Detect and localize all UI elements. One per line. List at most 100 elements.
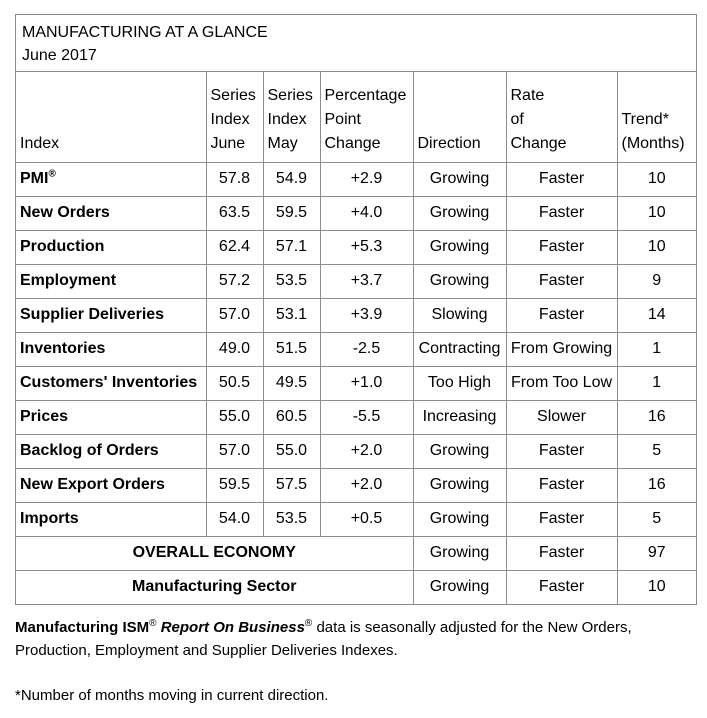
rate-cell: Faster xyxy=(505,467,618,503)
may-cell: 59.5 xyxy=(262,195,321,231)
index-cell: Imports xyxy=(16,501,207,537)
table-row: Customers' Inventories 50.5 49.5 +1.0 Too Hi… xyxy=(16,365,696,401)
trend-cell: 10 xyxy=(616,195,696,231)
change-cell: +2.0 xyxy=(319,467,414,503)
june-cell: 50.5 xyxy=(205,365,264,401)
may-cell: 53.5 xyxy=(262,501,321,537)
rate-cell: Faster xyxy=(505,229,618,265)
rate-cell: Faster xyxy=(505,433,618,469)
table-title: MANUFACTURING AT A GLANCE xyxy=(22,24,268,41)
trend-footnote: *Number of months moving in current dire… xyxy=(15,687,329,704)
summary-label-cell: Manufacturing Sector xyxy=(16,569,414,604)
table-row: Backlog of Orders 57.0 55.0 +2.0 Growing Fast… xyxy=(16,433,696,469)
table-row: New Export Orders 59.5 57.5 +2.0 Growing Fast… xyxy=(16,467,696,503)
table-row: Supplier Deliveries 57.0 53.1 +3.9 Slowing Fa… xyxy=(16,297,696,333)
trend-cell: 10 xyxy=(616,569,696,604)
rate-cell: Faster xyxy=(505,263,618,299)
june-cell: 57.2 xyxy=(205,263,264,299)
june-cell: 63.5 xyxy=(205,195,264,231)
index-cell: New Orders xyxy=(16,195,207,231)
glance-table-frame: MANUFACTURING AT A GLANCE June 2017 Inde… xyxy=(15,14,697,605)
change-cell: +3.7 xyxy=(319,263,414,299)
trend-cell: 16 xyxy=(616,399,696,435)
table-row: New Orders 63.5 59.5 +4.0 Growing Faster 10 xyxy=(16,195,696,231)
header-may: Series Index May xyxy=(262,72,321,163)
rate-cell: Slower xyxy=(505,399,618,435)
trend-cell: 10 xyxy=(616,162,696,197)
may-cell: 57.5 xyxy=(262,467,321,503)
index-cell: Prices xyxy=(16,399,207,435)
change-cell: +1.0 xyxy=(319,365,414,401)
may-cell: 53.1 xyxy=(262,297,321,333)
header-trend: Trend* (Months) xyxy=(616,72,696,163)
trend-cell: 97 xyxy=(616,535,696,571)
index-cell: Backlog of Orders xyxy=(16,433,207,469)
table-row: Employment 57.2 53.5 +3.7 Growing Faster 9 xyxy=(16,263,696,299)
may-cell: 49.5 xyxy=(262,365,321,401)
table-row: PMI® 57.8 54.9 +2.9 Growing Faster 10 xyxy=(16,162,696,197)
june-cell: 57.0 xyxy=(205,297,264,333)
direction-cell: Contracting xyxy=(412,331,507,367)
header-june: Series Index June xyxy=(205,72,264,163)
rate-cell: Faster xyxy=(505,195,618,231)
manufacturing-table: Index Series Index June Series Index May Per… xyxy=(16,72,696,604)
direction-cell: Growing xyxy=(412,229,507,265)
seasonal-note-line2: Production, Employment and Supplier Deli… xyxy=(15,642,398,659)
rate-cell: From Too Low xyxy=(505,365,618,401)
direction-cell: Too High xyxy=(412,365,507,401)
header-change: Percentage Point Change xyxy=(319,72,414,163)
may-cell: 53.5 xyxy=(262,263,321,299)
june-cell: 59.5 xyxy=(205,467,264,503)
table-row: Imports 54.0 53.5 +0.5 Growing Faster 5 xyxy=(16,501,696,537)
june-cell: 49.0 xyxy=(205,331,264,367)
direction-cell: Increasing xyxy=(412,399,507,435)
may-cell: 55.0 xyxy=(262,433,321,469)
trend-cell: 5 xyxy=(616,501,696,537)
header-row: Index Series Index June Series Index May Per… xyxy=(16,72,696,163)
trend-cell: 5 xyxy=(616,433,696,469)
header-index: Index xyxy=(16,72,207,163)
trend-cell: 14 xyxy=(616,297,696,333)
notes-block: Manufacturing ISM® Report On Business® d… xyxy=(15,616,695,707)
may-cell: 51.5 xyxy=(262,331,321,367)
summary-row: OVERALL ECONOMY Growing Faster 97 xyxy=(16,535,696,571)
direction-cell: Growing xyxy=(412,195,507,231)
trend-cell: 1 xyxy=(616,331,696,367)
rate-cell: Faster xyxy=(505,501,618,537)
summary-label-cell: OVERALL ECONOMY xyxy=(16,535,414,571)
trend-cell: 16 xyxy=(616,467,696,503)
trend-cell: 10 xyxy=(616,229,696,265)
index-cell: PMI® xyxy=(16,162,207,197)
direction-cell: Growing xyxy=(412,569,507,604)
june-cell: 54.0 xyxy=(205,501,264,537)
index-cell: Customers' Inventories xyxy=(16,365,207,401)
june-cell: 55.0 xyxy=(205,399,264,435)
rate-cell: Faster xyxy=(505,162,618,197)
summary-row: Manufacturing Sector Growing Faster 10 xyxy=(16,569,696,604)
change-cell: +2.9 xyxy=(319,162,414,197)
change-cell: +2.0 xyxy=(319,433,414,469)
rate-cell: Faster xyxy=(505,535,618,571)
direction-cell: Growing xyxy=(412,467,507,503)
change-cell: +0.5 xyxy=(319,501,414,537)
may-cell: 54.9 xyxy=(262,162,321,197)
trend-cell: 1 xyxy=(616,365,696,401)
june-cell: 62.4 xyxy=(205,229,264,265)
direction-cell: Slowing xyxy=(412,297,507,333)
june-cell: 57.8 xyxy=(205,162,264,197)
table-row: Inventories 49.0 51.5 -2.5 Contracting From G… xyxy=(16,331,696,367)
direction-cell: Growing xyxy=(412,263,507,299)
table-row: Prices 55.0 60.5 -5.5 Increasing Slower 16 xyxy=(16,399,696,435)
direction-cell: Growing xyxy=(412,433,507,469)
change-cell: +4.0 xyxy=(319,195,414,231)
direction-cell: Growing xyxy=(412,162,507,197)
may-cell: 60.5 xyxy=(262,399,321,435)
table-subtitle: June 2017 xyxy=(22,47,97,64)
change-cell: -2.5 xyxy=(319,331,414,367)
index-cell: Production xyxy=(16,229,207,265)
trend-cell: 9 xyxy=(616,263,696,299)
index-cell: Inventories xyxy=(16,331,207,367)
seasonal-note: Manufacturing ISM® Report On Business® d… xyxy=(15,618,632,637)
index-cell: Employment xyxy=(16,263,207,299)
direction-cell: Growing xyxy=(412,535,507,571)
